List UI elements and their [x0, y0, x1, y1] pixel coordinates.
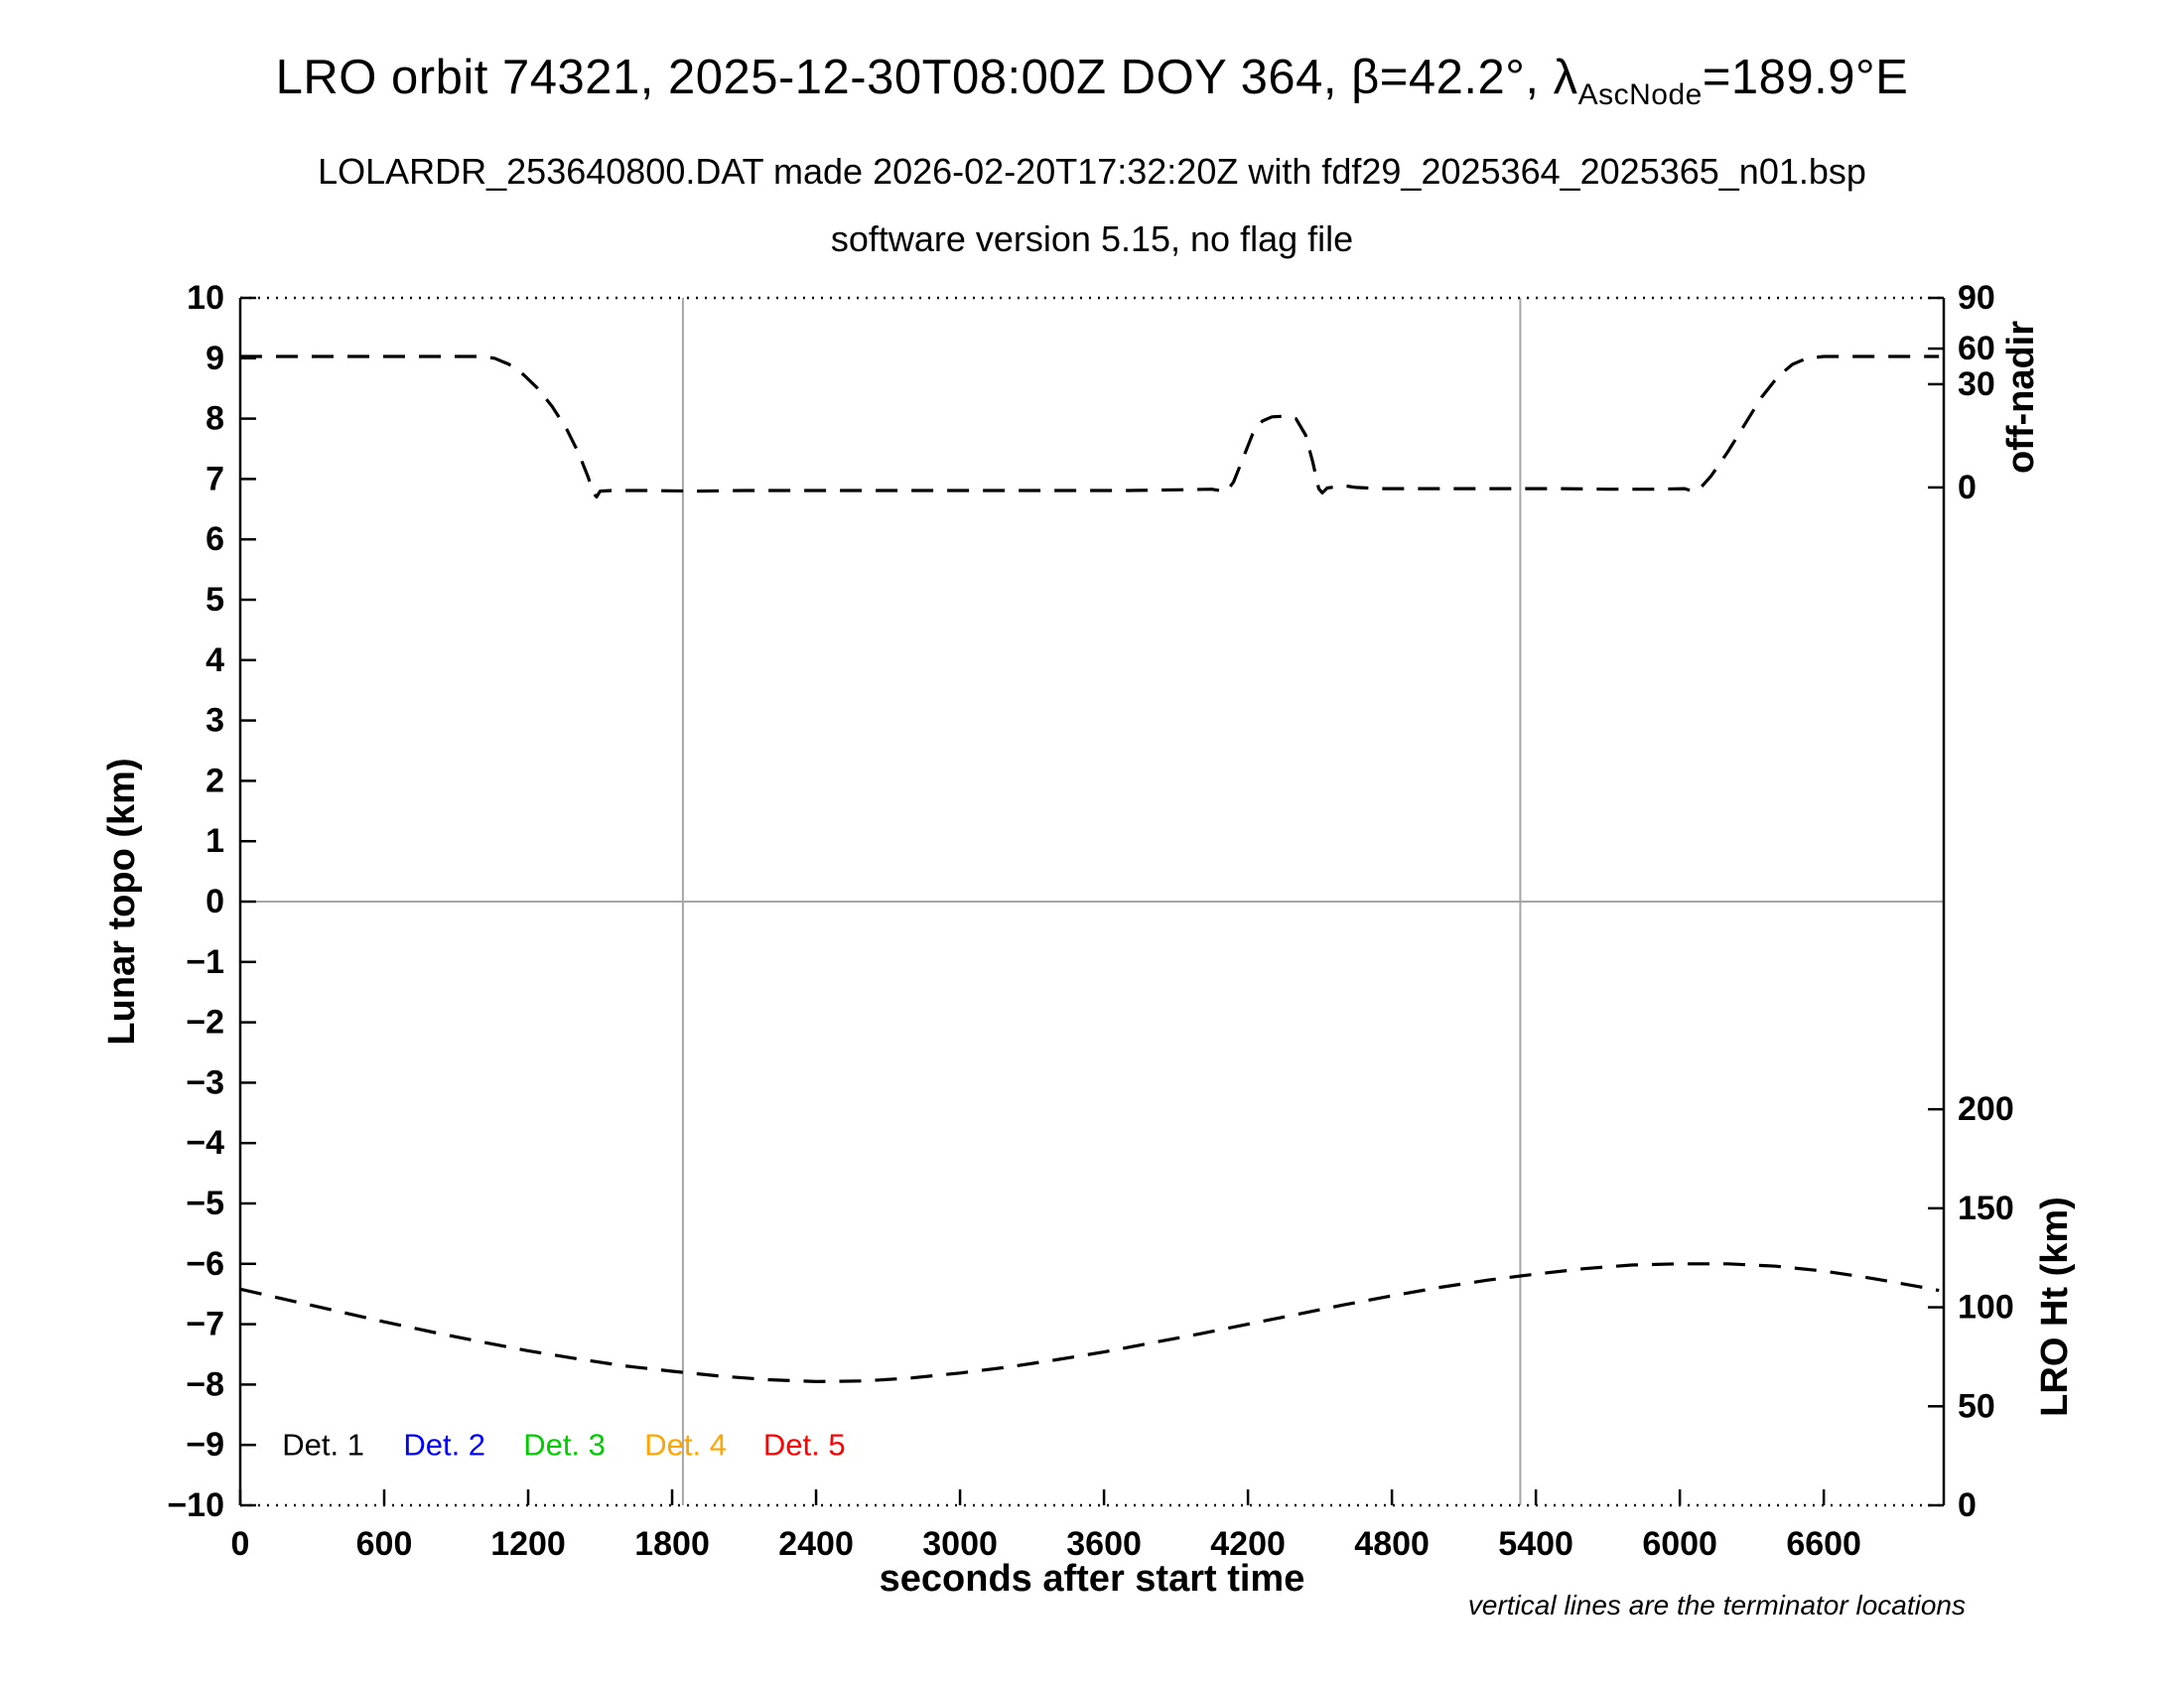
terminator-footnote: vertical lines are the terminator locati… — [1468, 1590, 1966, 1620]
lroht-tick-label: 150 — [1958, 1190, 2014, 1227]
title-suffix-text: =189.9°E — [1702, 51, 1909, 104]
x-axis-title: seconds after start time — [880, 1558, 1305, 1600]
lroht-tick-label: 100 — [1958, 1289, 2014, 1327]
x-tick-label: 4200 — [1210, 1525, 1286, 1563]
offnadir-tick-label: 90 — [1958, 279, 1995, 317]
left-tick-label: −4 — [186, 1124, 224, 1162]
title-subscript: AscNode — [1577, 77, 1703, 111]
lroht-tick-label: 50 — [1958, 1387, 1995, 1425]
lro-height-curve — [239, 1262, 1940, 1384]
left-tick-label: −8 — [186, 1365, 224, 1403]
subtitle-file-info: LOLARDR_253640800.DAT made 2026-02-20T17… — [318, 151, 1866, 192]
legend-det-5: Det. 5 — [763, 1428, 846, 1463]
left-tick-label: 4 — [205, 641, 224, 679]
title-main-text: LRO orbit 74321, 2025-12-30T08:00Z DOY 3… — [275, 51, 1578, 104]
left-tick-label: −9 — [186, 1426, 224, 1464]
x-tick-label: 6000 — [1642, 1525, 1717, 1563]
offnadir-tick-label: 0 — [1958, 469, 1977, 506]
left-tick-label: 2 — [205, 762, 224, 799]
x-tick-label: 0 — [231, 1525, 250, 1563]
left-tick-label: 7 — [205, 460, 224, 497]
left-tick-label: 1 — [205, 822, 224, 860]
lroht-tick-label: 0 — [1958, 1486, 1977, 1524]
x-tick-label: 4800 — [1354, 1525, 1430, 1563]
legend-det-1: Det. 1 — [282, 1428, 364, 1463]
x-tick-label: 3600 — [1066, 1525, 1142, 1563]
left-tick-label: 9 — [205, 340, 224, 377]
left-tick-label: −3 — [186, 1063, 224, 1101]
left-tick-label: −6 — [186, 1245, 224, 1283]
x-tick-label: 1800 — [634, 1525, 710, 1563]
legend-det-2: Det. 2 — [403, 1428, 485, 1463]
offnadir-tick-label: 30 — [1958, 365, 1995, 403]
left-tick-label: 10 — [187, 279, 224, 317]
plot-title: LRO orbit 74321, 2025-12-30T08:00Z DOY 3… — [0, 50, 2184, 112]
left-tick-label: 3 — [205, 702, 224, 740]
off-nadir-curve — [240, 354, 1940, 499]
left-tick-label: −7 — [186, 1306, 224, 1343]
left-tick-label: 5 — [205, 581, 224, 619]
left-tick-label: 0 — [205, 883, 224, 920]
x-tick-label: 5400 — [1498, 1525, 1573, 1563]
legend-det-4: Det. 4 — [644, 1428, 727, 1463]
left-tick-label: 6 — [205, 520, 224, 558]
x-tick-label: 2400 — [778, 1525, 854, 1563]
left-tick-label: −1 — [186, 943, 224, 981]
x-tick-label: 600 — [356, 1525, 413, 1563]
lroht-tick-label: 200 — [1958, 1090, 2014, 1128]
subtitle-software-version: software version 5.15, no flag file — [830, 218, 1354, 259]
x-tick-label: 3000 — [922, 1525, 998, 1563]
offnadir-tick-label: 60 — [1958, 330, 1995, 367]
lroht-axis-title: LRO Ht (km) — [2034, 1196, 2076, 1417]
x-tick-label: 6600 — [1786, 1525, 1861, 1563]
left-axis-title: Lunar topo (km) — [101, 758, 143, 1045]
left-tick-label: −5 — [186, 1185, 224, 1222]
offnadir-axis-title: off-nadir — [2000, 321, 2042, 474]
left-tick-label: −10 — [167, 1486, 224, 1524]
x-tick-label: 1200 — [490, 1525, 566, 1563]
left-tick-label: 8 — [205, 400, 224, 438]
left-tick-label: −2 — [186, 1004, 224, 1042]
legend-det-3: Det. 3 — [523, 1428, 606, 1463]
